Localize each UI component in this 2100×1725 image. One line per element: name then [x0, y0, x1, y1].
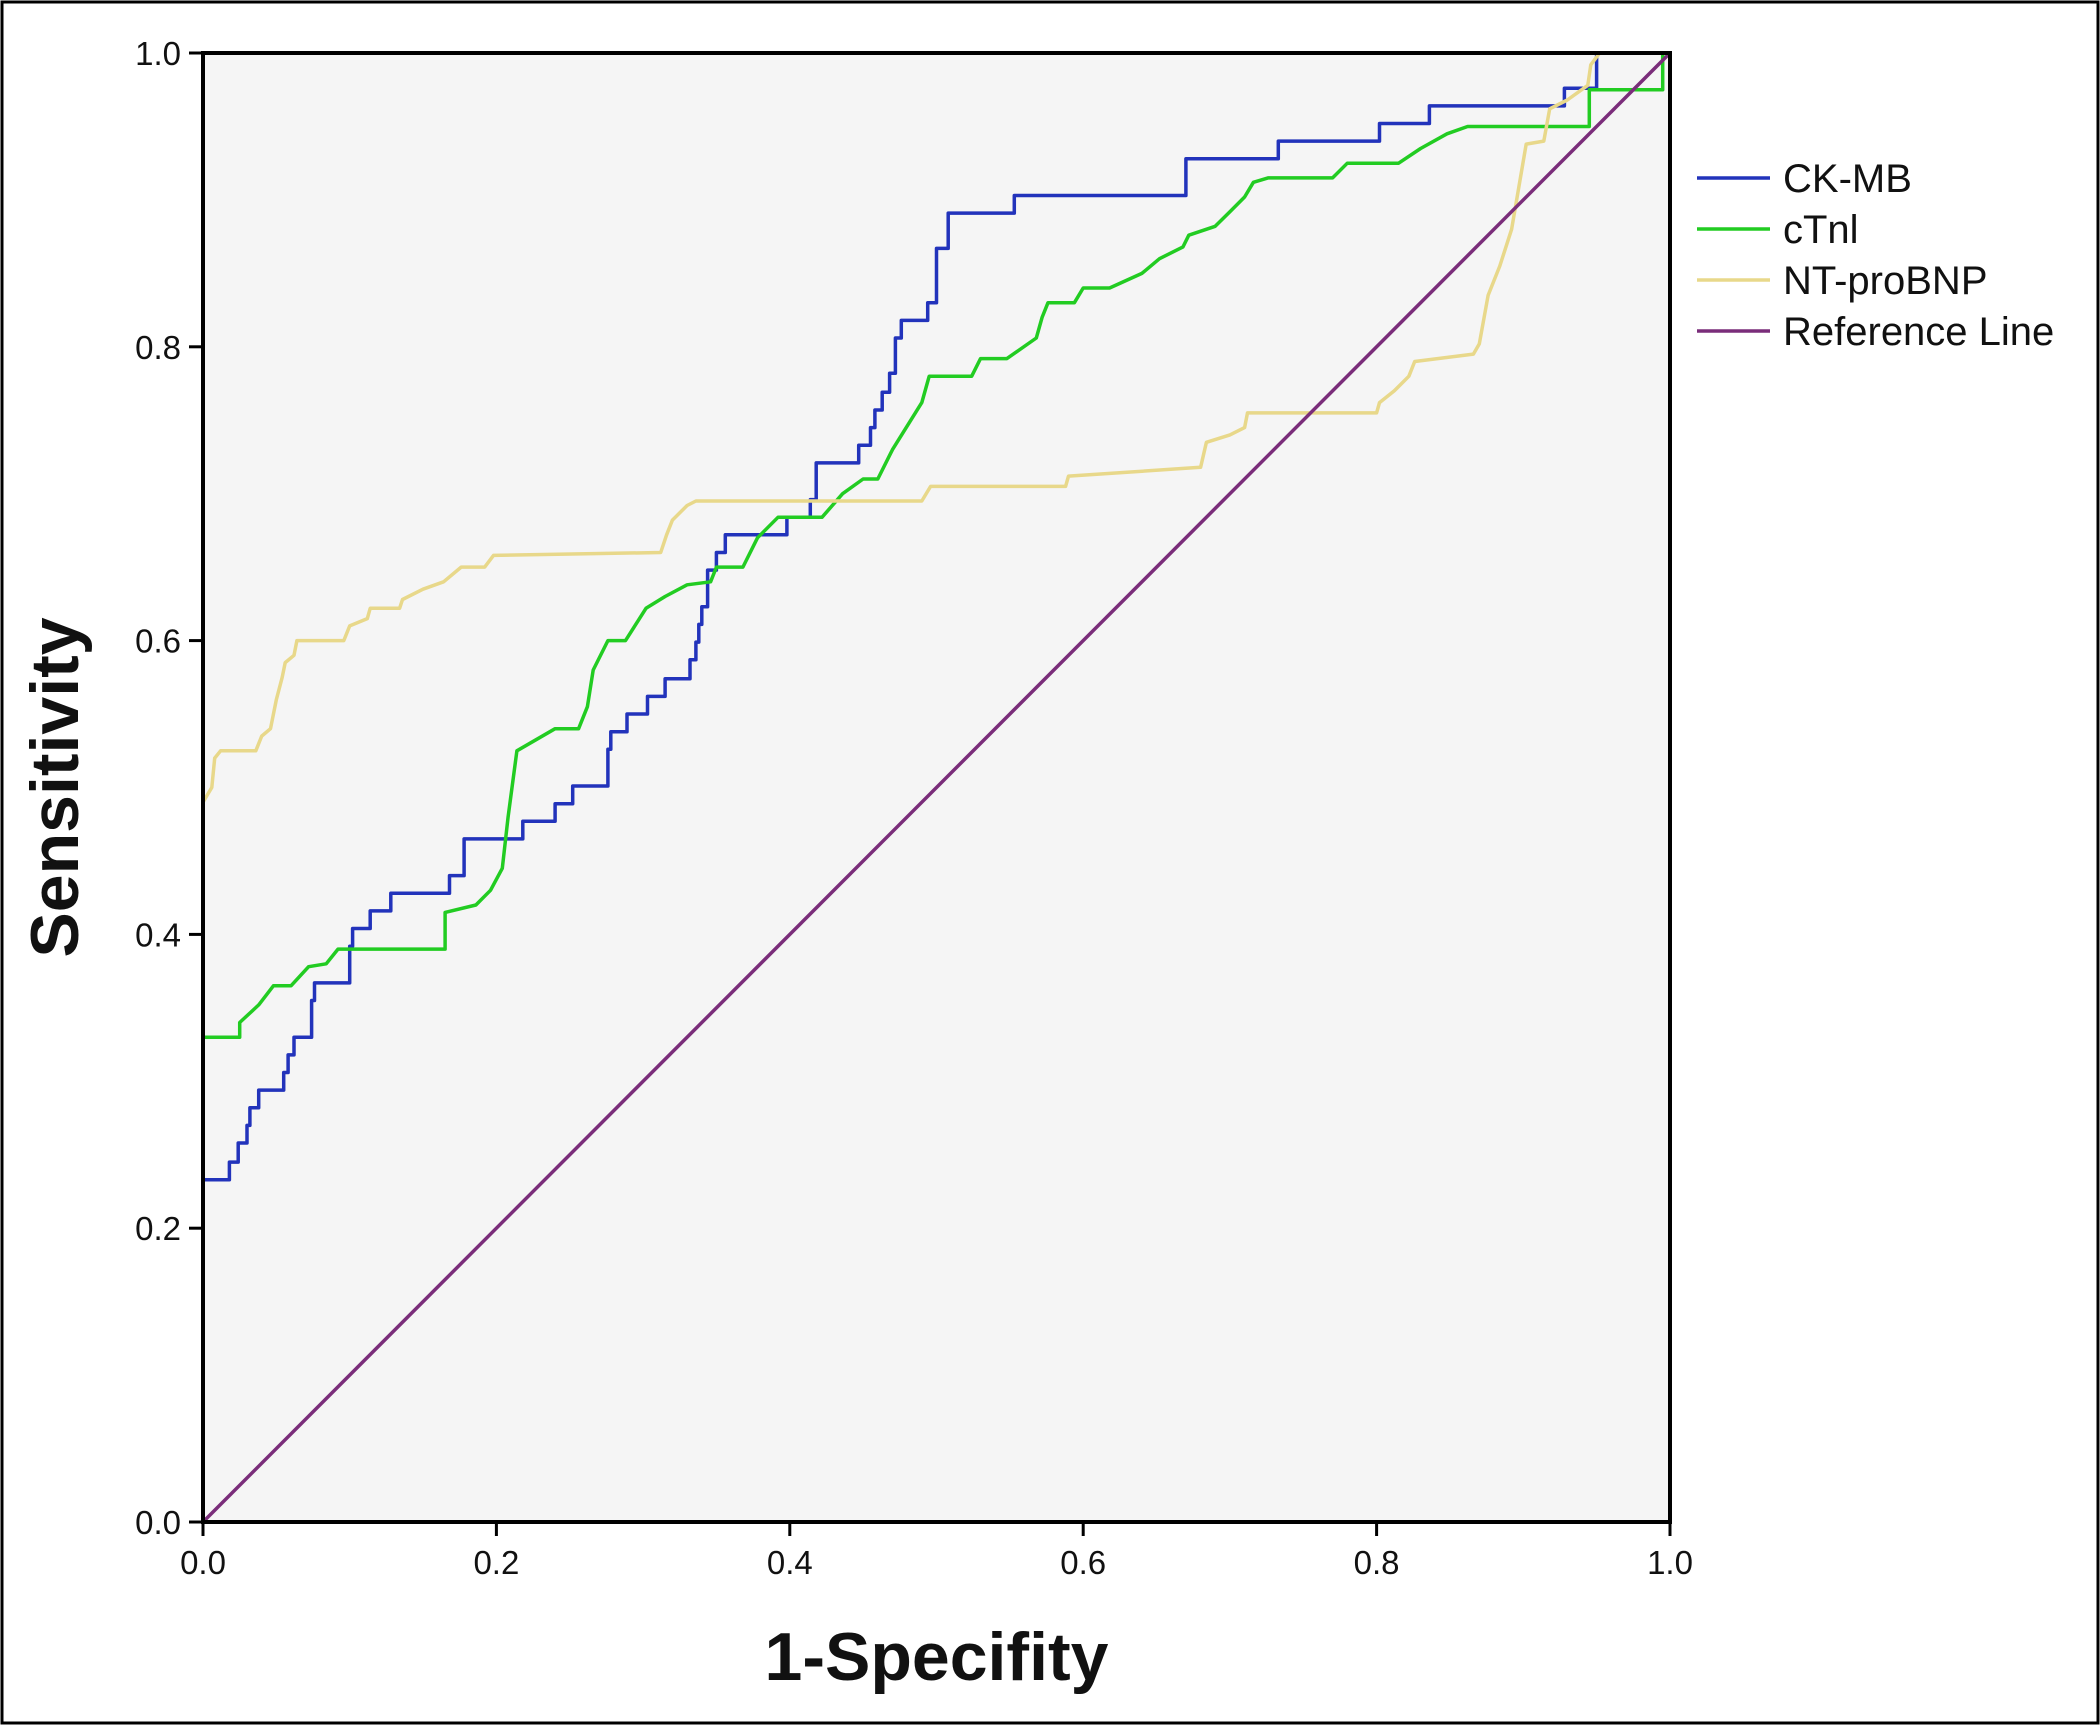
series-line-ck-mb	[201, 51, 1670, 1522]
x-tick-label: 0.4	[767, 1544, 813, 1581]
legend: CK-MB cTnl NT-proBNP Reference Line	[1697, 157, 2054, 354]
legend-label-ctnl: cTnl	[1783, 208, 1859, 252]
y-tick-label: 0.8	[135, 329, 181, 366]
series-line-nt-probnp	[201, 51, 1670, 1522]
legend-label-nt-probnp: NT-proBNP	[1783, 259, 1988, 303]
y-tick-label: 0.4	[135, 916, 181, 953]
y-tick-label: 0.6	[135, 623, 181, 660]
y-tick-label: 0.0	[135, 1504, 181, 1541]
x-tick-label: 0.8	[1354, 1544, 1400, 1581]
legend-label-ck-mb: CK-MB	[1783, 157, 1912, 201]
x-tick-label: 0.6	[1060, 1544, 1106, 1581]
axes-layer: 0.0 0.2 0.4 0.6 0.8 1.0 0.0 0.2 0.4 0.6 0.8 1.0	[135, 35, 1693, 1581]
y-tick-label: 0.2	[135, 1210, 181, 1247]
plot-frame	[201, 51, 1672, 1524]
x-tick-label: 1.0	[1647, 1544, 1693, 1581]
legend-label-reference-line: Reference Line	[1783, 310, 2054, 354]
x-tick-label: 0.0	[180, 1544, 226, 1581]
y-tick-label: 1.0	[135, 35, 181, 72]
y-axis-title: Sensitivity	[17, 617, 93, 957]
x-tick-label: 0.2	[473, 1544, 519, 1581]
series-layer	[201, 51, 1672, 1524]
series-line-reference-line	[201, 51, 1672, 1524]
x-axis-title: 1-Specifity	[765, 1619, 1109, 1695]
series-line-ctnl	[201, 51, 1670, 1522]
